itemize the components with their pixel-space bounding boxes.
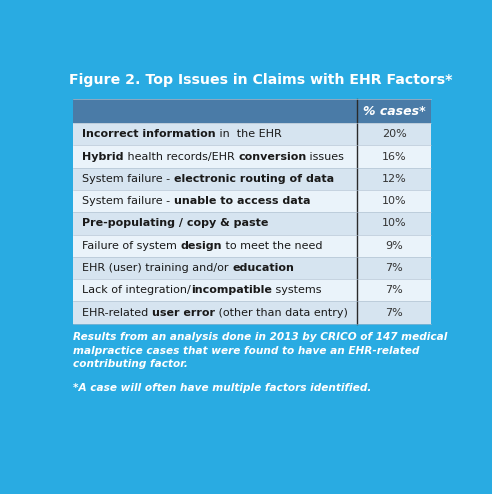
Text: 10%: 10% [382, 218, 406, 228]
Text: 16%: 16% [382, 152, 406, 162]
Text: conversion: conversion [238, 152, 307, 162]
Text: 20%: 20% [382, 129, 406, 139]
Bar [73, 235, 431, 257]
Text: Pre-populating / copy & paste: Pre-populating / copy & paste [83, 218, 269, 228]
Text: System failure -: System failure - [83, 196, 174, 206]
Text: Hybrid: Hybrid [83, 152, 124, 162]
Text: Figure 2. Top Issues in Claims with EHR Factors*: Figure 2. Top Issues in Claims with EHR … [69, 73, 453, 86]
Text: incompatible: incompatible [191, 285, 272, 295]
Text: EHR-related: EHR-related [83, 307, 152, 318]
Text: % cases*: % cases* [363, 105, 426, 118]
Bar [73, 145, 431, 168]
Bar [73, 123, 431, 145]
Text: health records/EHR: health records/EHR [124, 152, 238, 162]
Text: to meet the need: to meet the need [222, 241, 323, 250]
Text: 7%: 7% [385, 307, 403, 318]
Bar [73, 257, 431, 279]
Text: systems: systems [272, 285, 322, 295]
Text: 12%: 12% [382, 174, 406, 184]
Text: issues: issues [307, 152, 344, 162]
Bar [73, 212, 431, 235]
Bar [73, 190, 431, 212]
Text: unable to access data: unable to access data [174, 196, 310, 206]
Text: 9%: 9% [385, 241, 403, 250]
Text: in  the EHR: in the EHR [216, 129, 282, 139]
Text: (other than data entry): (other than data entry) [215, 307, 348, 318]
Text: Failure of system: Failure of system [83, 241, 181, 250]
Text: 10%: 10% [382, 196, 406, 206]
Text: education: education [233, 263, 294, 273]
Text: Lack of integration/: Lack of integration/ [83, 285, 191, 295]
Text: Incorrect information: Incorrect information [83, 129, 216, 139]
Text: user error: user error [152, 307, 215, 318]
Text: Results from an analysis done in 2013 by CRICO of 147 medical
malpractice cases : Results from an analysis done in 2013 by… [73, 332, 447, 369]
Bar [73, 301, 431, 324]
Bar [73, 168, 431, 190]
Bar [73, 99, 431, 123]
Text: electronic routing of data: electronic routing of data [174, 174, 334, 184]
Text: System failure -: System failure - [83, 174, 174, 184]
Text: 7%: 7% [385, 263, 403, 273]
Bar [73, 279, 431, 301]
Text: design: design [181, 241, 222, 250]
Text: *A case will often have multiple factors identified.: *A case will often have multiple factors… [73, 383, 371, 393]
Text: EHR (user) training and/or: EHR (user) training and/or [83, 263, 233, 273]
Text: 7%: 7% [385, 285, 403, 295]
